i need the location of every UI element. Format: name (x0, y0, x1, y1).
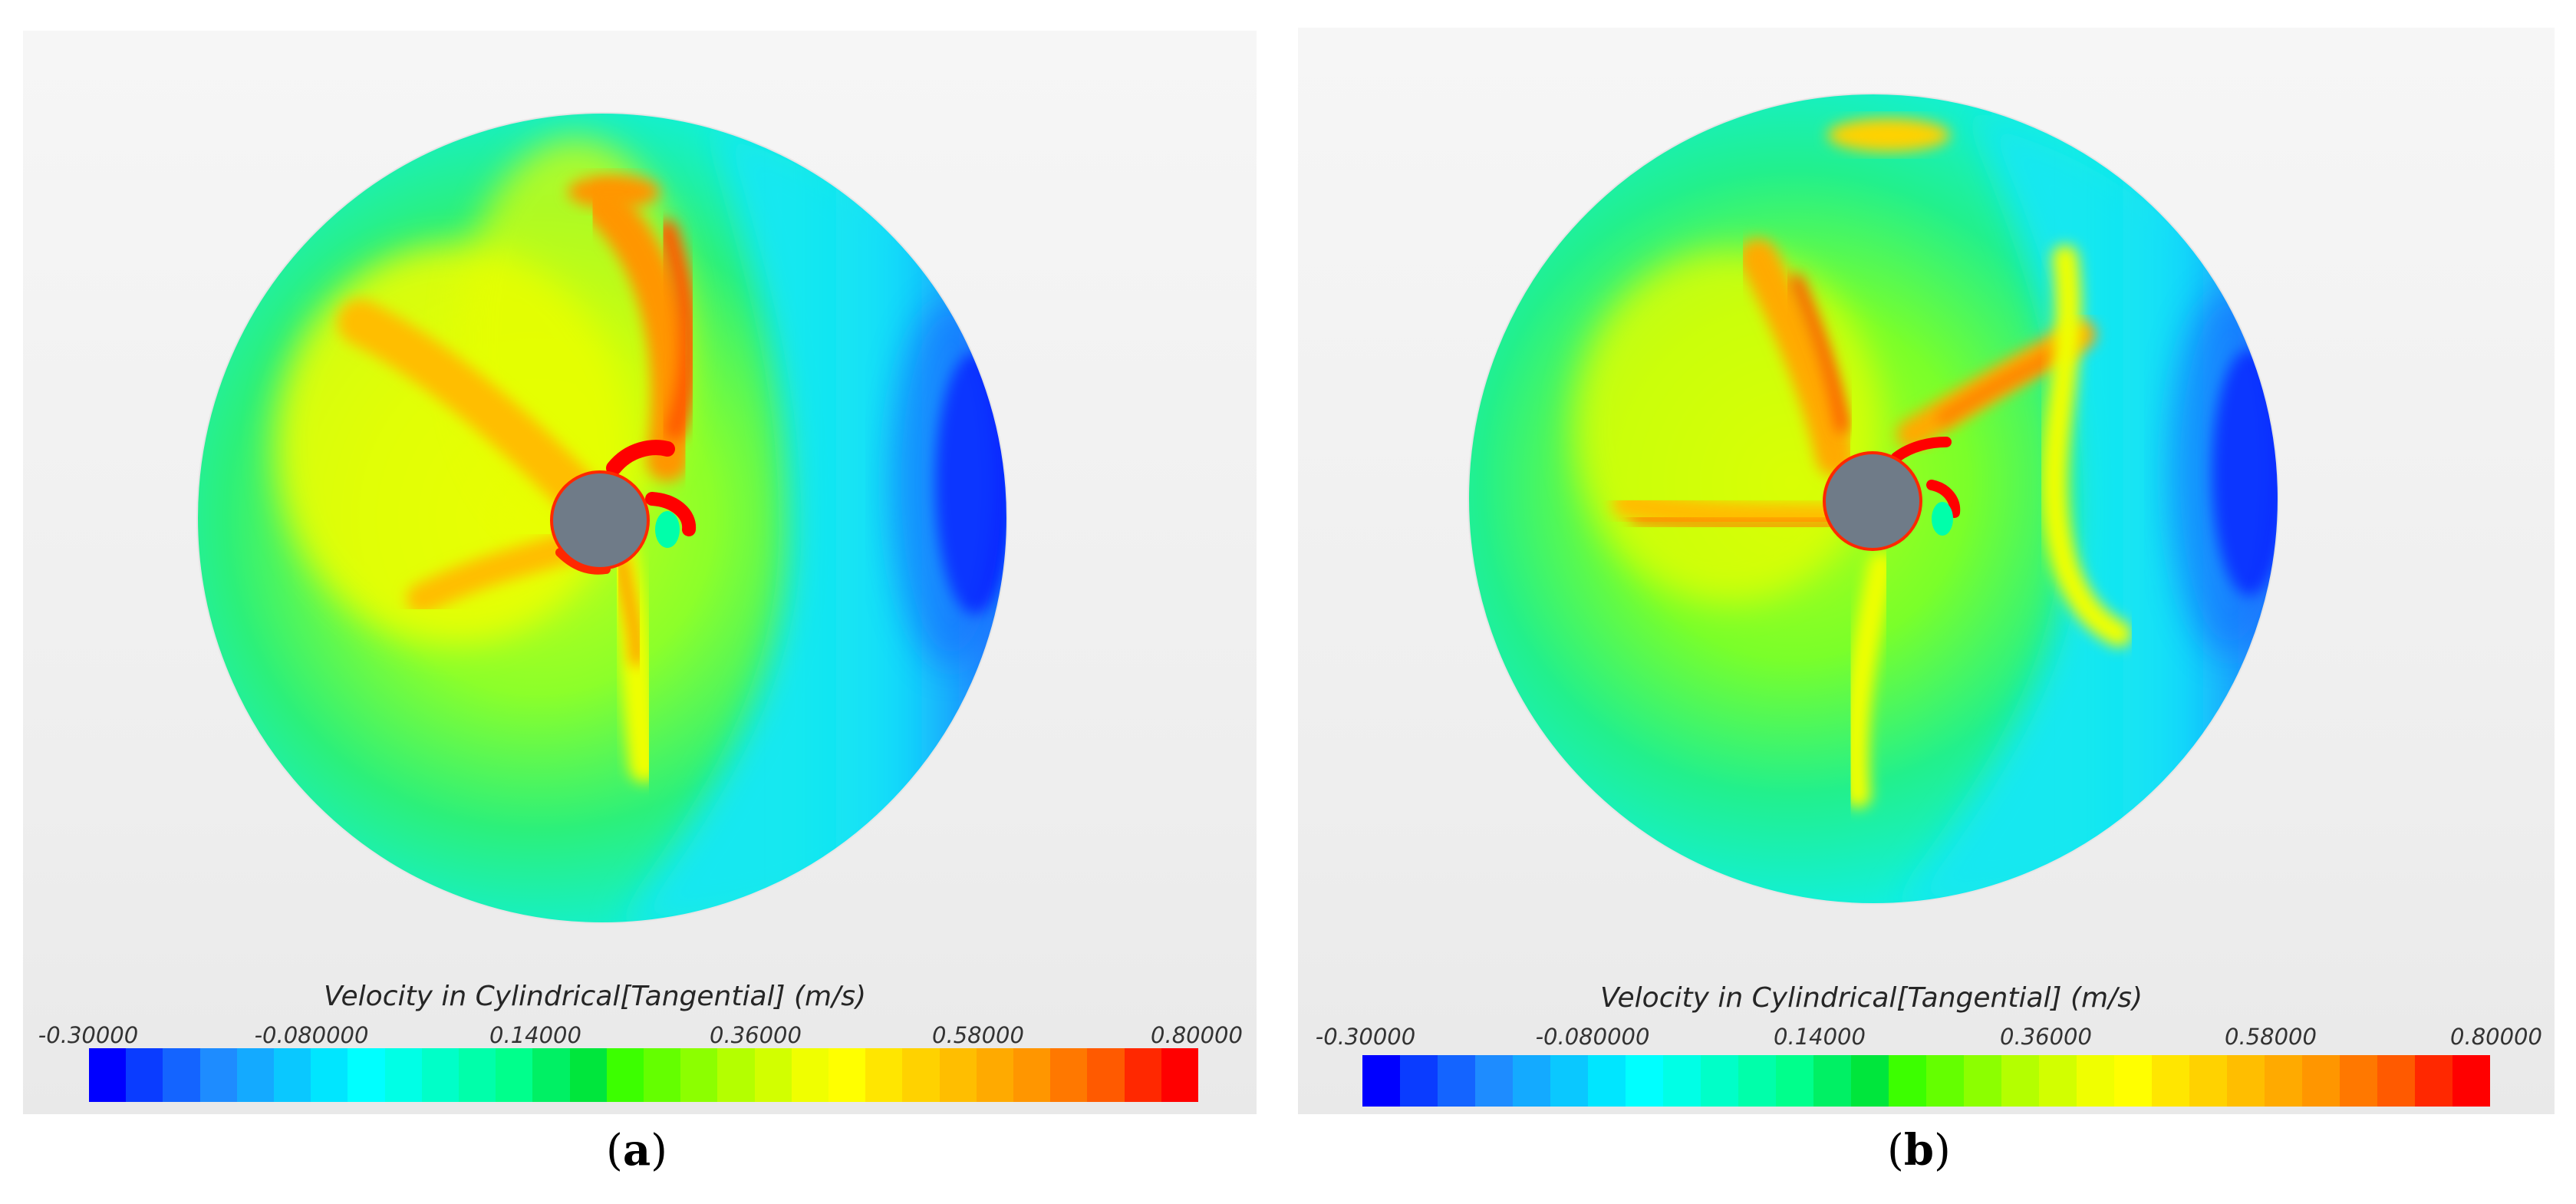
colorbar-swatch (1851, 1055, 1889, 1107)
colorbar-swatch (2227, 1055, 2265, 1107)
colorbar-swatch (2265, 1055, 2302, 1107)
colorbar-swatch (976, 1048, 1014, 1102)
colorbar-swatch (2039, 1055, 2077, 1107)
label-close-paren: ) (651, 1126, 668, 1176)
velocity-contour-plot-b (1468, 93, 2279, 905)
label-letter: a (622, 1125, 651, 1176)
colorbar-ticks: -0.30000 -0.080000 0.14000 0.36000 0.580… (1298, 1024, 2555, 1050)
colorbar-swatch (311, 1048, 348, 1102)
colorbar-swatch (2415, 1055, 2452, 1107)
colorbar-swatch (1964, 1055, 2001, 1107)
colorbar-swatch (1588, 1055, 1626, 1107)
colorbar-swatch (532, 1048, 570, 1102)
colorbar-swatch (2114, 1055, 2152, 1107)
colorbar-swatch (1626, 1055, 1663, 1107)
colorbar-swatch (1663, 1055, 1701, 1107)
colorbar-swatch (496, 1048, 533, 1102)
colorbar-swatch (1087, 1048, 1125, 1102)
colorbar-swatch (1889, 1055, 1926, 1107)
colorbar-swatch (1513, 1055, 1550, 1107)
velocity-contour-plot-a (196, 112, 1008, 924)
colorbar-swatch (2189, 1055, 2227, 1107)
colorbar-swatch (865, 1048, 903, 1102)
colorbar-tick-label: 0.14000 (489, 1022, 581, 1048)
colorbar-tick-label: 0.36000 (710, 1022, 802, 1048)
colorbar-swatch (754, 1048, 792, 1102)
panel-label-a: (a) (606, 1125, 667, 1176)
colorbar-tick-label: 0.36000 (2000, 1024, 2092, 1050)
colorbar-swatch (1050, 1048, 1088, 1102)
colorbar-swatch (1161, 1048, 1199, 1102)
colorbar-swatch (1124, 1048, 1161, 1102)
colorbar-ticks: -0.30000 -0.080000 0.14000 0.36000 0.580… (23, 1022, 1257, 1048)
colorbar-swatch (348, 1048, 385, 1102)
label-close-paren: ) (1934, 1126, 1951, 1176)
colorbar-swatch (680, 1048, 718, 1102)
label-letter: b (1903, 1125, 1935, 1176)
colorbar-swatch (421, 1048, 460, 1102)
colorbar-swatch (939, 1048, 977, 1102)
colorbar-swatch (644, 1048, 681, 1102)
colorbar-swatch (1013, 1048, 1051, 1102)
colorbar-swatch (459, 1048, 496, 1102)
colorbar-swatch (199, 1048, 237, 1102)
colorbar-swatch (126, 1048, 163, 1102)
colorbar-swatch (236, 1048, 275, 1102)
colorbar-swatch (2001, 1055, 2039, 1107)
colorbar-swatch (2077, 1055, 2114, 1107)
colorbar-swatch (1475, 1055, 1513, 1107)
colorbar-swatch (1438, 1055, 1475, 1107)
hub-a (550, 470, 650, 570)
colorbar-swatch (1813, 1055, 1851, 1107)
colorbar-swatch (384, 1048, 422, 1102)
colorbar-swatch (1400, 1055, 1438, 1107)
colorbar-swatch (1776, 1055, 1813, 1107)
colorbar-swatch (274, 1048, 311, 1102)
colorbar-swatch (902, 1048, 940, 1102)
colorbar-tick-label: -0.30000 (38, 1022, 139, 1048)
colorbar-swatch (717, 1048, 755, 1102)
colorbar (89, 1048, 1199, 1102)
colorbar-tick-label: 0.14000 (1774, 1024, 1866, 1050)
colorbar-swatch (1738, 1055, 1776, 1107)
colorbar-swatch (1550, 1055, 1588, 1107)
colorbar-swatch (1362, 1055, 1400, 1107)
colorbar-tick-label: 0.80000 (2450, 1024, 2542, 1050)
colorbar-swatch (2152, 1055, 2189, 1107)
contour-panel-a: Velocity in Cylindrical[Tangential] (m/s… (23, 31, 1257, 1114)
colorbar-swatch (606, 1048, 644, 1102)
colorbar-swatch (2340, 1055, 2377, 1107)
colorbar-swatch (1701, 1055, 1738, 1107)
contour-panel-b: Velocity in Cylindrical[Tangential] (m/s… (1298, 28, 2555, 1114)
colorbar-tick-label: -0.080000 (1535, 1024, 1650, 1050)
colorbar-swatch (89, 1048, 127, 1102)
colorbar-tick-label: -0.080000 (254, 1022, 369, 1048)
label-open-paren: ( (606, 1126, 623, 1176)
colorbar-swatch (2302, 1055, 2340, 1107)
colorbar-tick-label: 0.58000 (932, 1022, 1024, 1048)
colorbar-swatch (2377, 1055, 2415, 1107)
colorbar-swatch (163, 1048, 200, 1102)
colorbar-tick-label: 0.58000 (2225, 1024, 2317, 1050)
hub-b (1823, 451, 1922, 551)
colorbar-swatch (2452, 1055, 2490, 1107)
colorbar-swatch (569, 1048, 607, 1102)
label-open-paren: ( (1887, 1126, 1904, 1176)
colorbar-tick-label: -0.30000 (1315, 1024, 1416, 1050)
colorbar-tick-label: 0.80000 (1151, 1022, 1243, 1048)
colorbar-title: Velocity in Cylindrical[Tangential] (m/s… (1600, 982, 2143, 1014)
colorbar-swatch (828, 1048, 866, 1102)
colorbar-swatch (1926, 1055, 1964, 1107)
colorbar (1362, 1055, 2490, 1107)
panel-label-b: (b) (1887, 1125, 1951, 1176)
colorbar-swatch (791, 1048, 829, 1102)
colorbar-title: Velocity in Cylindrical[Tangential] (m/s… (324, 981, 867, 1012)
